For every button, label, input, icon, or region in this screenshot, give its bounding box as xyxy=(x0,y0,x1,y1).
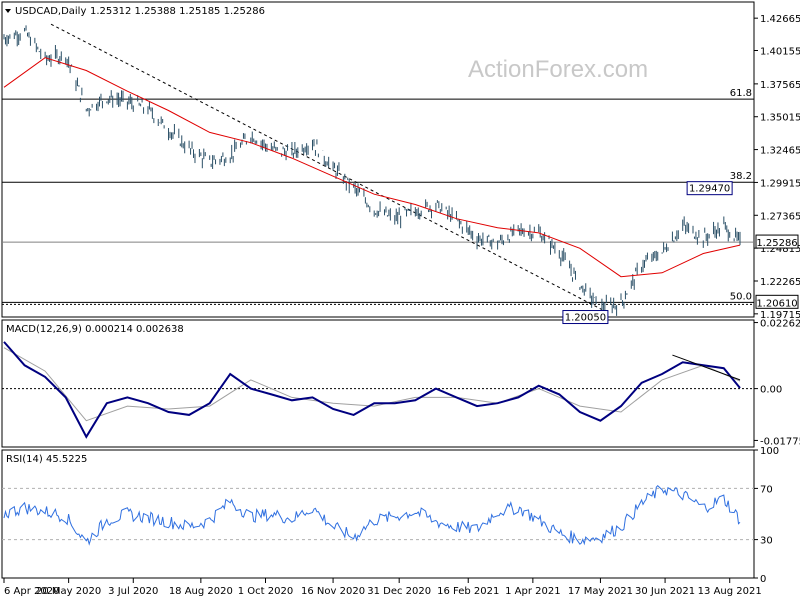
panel-frames xyxy=(1,1,755,579)
level-price-label: 1.20610 xyxy=(756,298,797,309)
x-tick-label: 1 Apr 2021 xyxy=(505,586,560,597)
price-y-tick-label: 1.19715 xyxy=(760,310,800,321)
x-tick-label: 16 Feb 2021 xyxy=(437,586,499,597)
x-tick-label: 18 Aug 2020 xyxy=(169,586,233,597)
macd-panel: 0.022623 0.00 -0.01775 xyxy=(2,319,800,447)
x-tick-label: 16 Nov 2020 xyxy=(301,586,365,597)
macd-trend-line xyxy=(672,354,741,381)
annotation-badge xyxy=(562,310,609,325)
price-y-tick-label: 1.35015 xyxy=(760,113,800,124)
price-y-tick-label: 1.29915 xyxy=(760,178,800,189)
price-y-tick-label: 1.24815 xyxy=(760,244,800,255)
rsi-y-tick-label: 70 xyxy=(760,484,773,495)
rsi-panel: 100 70 30 0 xyxy=(2,446,779,585)
rsi-title: RSI(14) 45.5225 xyxy=(6,454,87,465)
price-y-tick-label: 1.37565 xyxy=(760,80,800,91)
price-y-tick-label: 1.22265 xyxy=(760,277,800,288)
level-price-label-box xyxy=(755,294,799,309)
current-price-label-box xyxy=(755,234,799,249)
current-price-label: 1.25286 xyxy=(756,238,797,249)
macd-y-tick-label: 0.00 xyxy=(760,385,782,396)
panel-frame-rsi xyxy=(1,449,755,579)
chart-header: USDCAD,Daily 1.25312 1.25388 1.25185 1.2… xyxy=(5,6,265,17)
x-tick-label: 31 Dec 2020 xyxy=(367,586,431,597)
rsi-line xyxy=(3,484,741,546)
x-tick-label: 30 Jun 2021 xyxy=(635,586,695,597)
ohlc-readout: 1.25312 1.25388 1.25185 1.25286 xyxy=(90,6,265,17)
x-tick-label: 17 May 2021 xyxy=(568,586,633,597)
annotation-badge xyxy=(686,181,733,196)
rsi-y-tick-label: 100 xyxy=(760,446,779,457)
dropdown-arrow-icon[interactable] xyxy=(5,9,11,13)
chart-title: USDCAD,Daily xyxy=(15,6,86,17)
rsi-y-tick-label: 0 xyxy=(760,574,766,585)
x-tick-label: 3 Jul 2020 xyxy=(108,586,158,597)
price-y-tick-label: 1.40155 xyxy=(760,47,800,58)
macd-signal-line xyxy=(3,347,741,422)
macd-y-tick-label: -0.01775 xyxy=(760,436,800,447)
annotation-text: 1.29470 xyxy=(689,184,730,195)
panel-frame-macd xyxy=(1,319,755,448)
macd-title: MACD(12,26,9) 0.000214 0.002638 xyxy=(6,324,184,335)
x-tick-label: 6 Apr 2020 xyxy=(4,586,59,597)
panel-frame-price xyxy=(1,1,755,318)
moving-average-line xyxy=(3,57,741,278)
price-y-tick-label: 1.42665 xyxy=(760,14,800,25)
fib-level-label: 61.8 xyxy=(730,88,752,99)
x-tick-label: 13 Aug 2021 xyxy=(698,586,762,597)
watermark-text: ActionForex.com xyxy=(468,56,648,83)
x-tick-label: 20 May 2020 xyxy=(36,586,101,597)
macd-main-line xyxy=(3,341,741,439)
annotation-text: 1.20050 xyxy=(565,313,606,324)
rsi-y-tick-label: 30 xyxy=(760,536,773,547)
watermark: ActionForex.com xyxy=(468,56,648,83)
x-tick-label: 1 Oct 2020 xyxy=(238,586,293,597)
downtrend-line xyxy=(50,23,603,310)
fib-level-label: 38.2 xyxy=(730,171,752,182)
price-y-tick-label: 1.32465 xyxy=(760,146,800,157)
fib-level-label: 50.0 xyxy=(730,291,752,302)
price-panel: 1.42665 1.40155 1.37565 1.35015 1.32465 1.299… xyxy=(2,14,800,325)
macd-y-tick-label: 0.022623 xyxy=(760,319,800,330)
price-y-tick-label: 1.27365 xyxy=(760,211,800,222)
